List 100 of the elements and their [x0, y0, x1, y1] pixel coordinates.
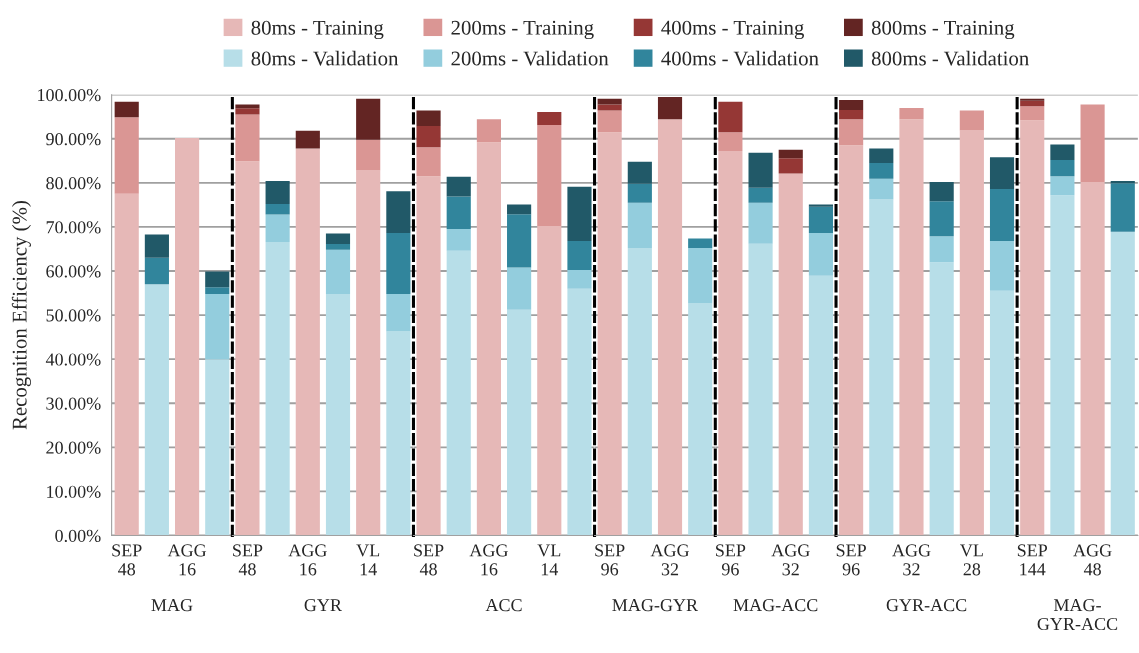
bar: [114, 193, 139, 536]
bar: [567, 241, 592, 271]
bar: [1020, 106, 1045, 121]
bar: [718, 132, 743, 152]
bar: [235, 161, 260, 536]
x-tick-label: AGG 32: [892, 544, 931, 576]
legend-label: 80ms - Training: [251, 20, 384, 40]
y-tick-label: 60.00%: [46, 265, 101, 278]
bar: [205, 359, 230, 536]
bar: [325, 293, 351, 536]
bar: [325, 244, 351, 250]
bar: [537, 226, 562, 536]
x-tick-label: SEP 96: [595, 544, 625, 576]
x-tick-label: SEP 96: [716, 544, 746, 576]
legend-label: 200ms - Training: [451, 20, 594, 40]
bar: [869, 163, 894, 179]
x-tick-label: VL 28: [960, 544, 983, 576]
bar: [205, 287, 230, 294]
bar: [627, 161, 652, 184]
bar: [265, 204, 290, 215]
bar: [507, 267, 532, 310]
bar: [507, 214, 532, 268]
x-tick-label: AGG 48: [1073, 544, 1112, 576]
bar: [1020, 100, 1045, 107]
bar: [295, 130, 320, 149]
bar: [688, 248, 713, 304]
y-axis-title: Recognition Efficiency (%): [11, 201, 31, 430]
bar: [839, 110, 864, 120]
bar: [265, 214, 290, 242]
x-tick-label: SEP 48: [414, 544, 444, 576]
y-tick-label: 80.00%: [46, 177, 101, 190]
bar: [597, 132, 622, 536]
y-tick-label: 0.00%: [55, 529, 101, 542]
legend-label: 200ms - Validation: [451, 50, 609, 66]
bar: [416, 147, 441, 177]
y-tick-label: 20.00%: [46, 441, 101, 454]
bar: [446, 176, 471, 197]
bar: [567, 288, 592, 536]
y-tick-label: 40.00%: [45, 353, 101, 366]
bar: [808, 204, 834, 207]
bar: [175, 137, 200, 536]
bar: [959, 110, 984, 131]
legend-label: 800ms - Validation: [871, 50, 1029, 66]
bar: [869, 178, 894, 200]
bar: [748, 243, 773, 536]
x-tick-label: SEP 96: [836, 544, 866, 576]
x-tick-label: SEP 144: [1017, 544, 1048, 576]
bar: [1050, 159, 1075, 177]
bar: [929, 201, 954, 237]
bar: [265, 241, 290, 536]
x-axis-title: MAG- GYR-ACC: [1037, 599, 1118, 631]
bar: [597, 104, 622, 111]
x-tick-label: VL 14: [356, 544, 380, 576]
bar: [929, 236, 954, 263]
bar: [144, 234, 169, 258]
bar: [114, 101, 139, 118]
bar: [386, 331, 411, 536]
bar: [1050, 176, 1075, 196]
bar: [989, 241, 1015, 291]
y-tick-label: 100.00%: [38, 88, 101, 102]
bar: [718, 151, 743, 536]
bar: [416, 176, 441, 536]
bar: [476, 119, 501, 143]
bar: [265, 181, 290, 204]
bar: [567, 186, 592, 242]
bar: [386, 233, 411, 294]
bar: [1110, 181, 1135, 184]
bar: [295, 148, 320, 536]
bar: [869, 199, 894, 536]
bar: [144, 257, 169, 285]
bar: [1110, 231, 1135, 536]
bar: [657, 96, 683, 120]
bar: [1050, 144, 1075, 160]
y-tick-label: 70.00%: [46, 221, 101, 234]
bar: [627, 202, 652, 249]
bar: [748, 152, 773, 188]
bar: [356, 170, 381, 536]
y-tick-label: 90.00%: [46, 133, 101, 146]
bar: [537, 111, 562, 126]
legend-label: 400ms - Validation: [661, 50, 819, 66]
bar: [114, 117, 139, 194]
x-tick-label: VL 14: [537, 544, 561, 576]
bar: [869, 148, 894, 164]
bar: [718, 101, 743, 133]
bar: [476, 142, 501, 536]
bar: [808, 275, 834, 536]
x-axis-title: MAG-ACC: [733, 599, 818, 612]
x-tick-label: AGG 16: [288, 544, 327, 576]
x-tick-label: AGG 16: [167, 544, 207, 576]
bar: [989, 290, 1015, 536]
bar: [356, 139, 381, 171]
bar: [839, 99, 864, 111]
bar: [627, 248, 652, 536]
bar: [567, 270, 592, 289]
bar: [929, 181, 954, 202]
bar: [778, 173, 803, 536]
bar: [748, 202, 773, 244]
bar: [627, 183, 652, 203]
bar: [808, 206, 834, 234]
bar: [416, 125, 441, 148]
